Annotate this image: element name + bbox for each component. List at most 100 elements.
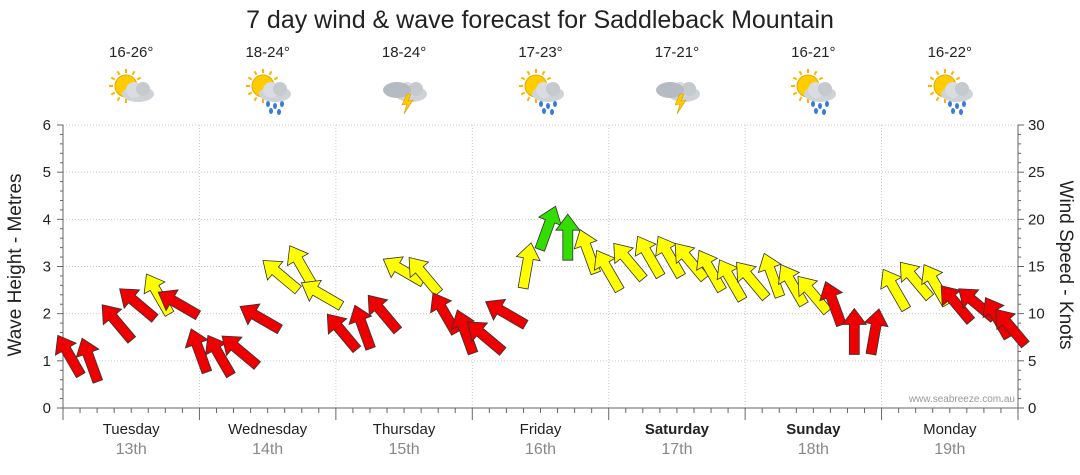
wind-arrow: [75, 337, 104, 384]
wind-arrow: [573, 229, 602, 276]
temperature-range: 16-26°: [109, 44, 154, 61]
temperature-range: 17-21°: [654, 44, 700, 61]
right-tick-label: 25: [1028, 164, 1045, 181]
wind-arrow-shape: [239, 303, 283, 335]
wind-arrow-shape: [819, 281, 847, 328]
showers-weather-icon: [514, 66, 568, 116]
day-date: 14th: [252, 441, 284, 458]
wind-arrow-shape: [674, 242, 710, 283]
wind-arrow-shape: [880, 268, 912, 313]
day-date: 15th: [388, 441, 420, 458]
wind-arrow: [408, 257, 444, 297]
wind-arrow: [880, 268, 912, 313]
wind-arrow: [54, 334, 86, 379]
day-date: 13th: [115, 441, 147, 458]
wind-arrow-shape: [75, 337, 104, 384]
left-tick-label: 6: [43, 117, 51, 134]
left-tick-label: 3: [43, 259, 51, 276]
wind-arrow: [348, 304, 376, 351]
wind-arrow-shape: [593, 249, 625, 294]
wind-arrow: [696, 249, 727, 294]
day-name: Tuesday: [102, 421, 160, 438]
day-axis-label: Tuesday 13th: [63, 421, 199, 459]
day-name: Friday: [519, 421, 562, 438]
storm-weather-icon: [377, 66, 431, 116]
day-name: Sunday: [786, 421, 841, 438]
wind-arrow: [613, 242, 648, 283]
wind-arrow-shape: [157, 289, 202, 321]
wind-arrow: [863, 308, 889, 356]
wind-arrow-shape: [736, 261, 771, 302]
right-tick-label: 15: [1028, 259, 1045, 276]
wind-arrow: [899, 261, 935, 302]
wind-arrow-shape: [634, 235, 666, 280]
wind-arrow-shape: [326, 313, 362, 354]
wind-arrow-shape: [797, 275, 832, 316]
wind-arrow-shape: [450, 309, 479, 356]
left-tick-label: 1: [43, 353, 51, 370]
wind-arrow-shape: [54, 334, 86, 379]
right-axis-label: Wind Speed - Knots: [1055, 181, 1076, 350]
wind-arrow: [485, 298, 529, 330]
showers-weather-icon: [241, 66, 295, 116]
temperature-range: 17-23°: [518, 44, 563, 61]
wind-arrow: [593, 249, 625, 294]
left-tick-label: 2: [43, 306, 51, 323]
temperature-range: 18-24°: [381, 44, 427, 61]
wind-arrow: [367, 294, 403, 335]
wind-arrow-shape: [995, 308, 1030, 349]
wind-arrow-shape: [841, 307, 868, 355]
wind-arrow: [326, 313, 362, 354]
day-axis-label: Friday 16th: [473, 421, 609, 459]
wind-arrow-shape: [573, 229, 602, 276]
wind-arrow: [515, 242, 541, 290]
storm-weather-icon: [650, 66, 704, 116]
wind-arrow-shape: [408, 257, 444, 297]
right-tick-label: 30: [1028, 117, 1045, 134]
left-tick-label: 4: [43, 211, 51, 228]
wind-arrow: [819, 281, 847, 328]
wind-arrow: [157, 289, 202, 321]
day-axis-label: Monday 19th: [882, 421, 1018, 459]
wind-arrow-shape: [467, 321, 507, 356]
showers-weather-icon: [923, 66, 977, 116]
wind-arrow-shape: [554, 213, 581, 261]
wind-arrow: [841, 307, 868, 355]
wind-arrow: [674, 242, 710, 283]
wind-arrow: [757, 252, 786, 299]
day-date: 17th: [661, 441, 693, 458]
wind-arrow-shape: [262, 260, 302, 295]
wind-arrow-shape: [348, 304, 376, 351]
wind-arrow: [221, 335, 262, 370]
wind-arrow: [467, 321, 507, 356]
wind-arrow: [995, 308, 1030, 349]
wind-arrow-shape: [778, 264, 809, 308]
wind-arrow-shape: [696, 249, 727, 294]
wind-arrow-shape: [184, 328, 213, 375]
day-axis-label: Thursday 15th: [336, 421, 472, 459]
right-tick-label: 5: [1028, 353, 1036, 370]
wind-arrow: [239, 303, 283, 335]
left-axis-label: Wave Height - Metres: [5, 173, 26, 356]
day-name: Thursday: [372, 421, 436, 438]
day-name: Wednesday: [228, 421, 308, 438]
day-date: 19th: [934, 441, 966, 458]
wind-arrow: [300, 279, 345, 311]
left-tick-label: 5: [43, 164, 51, 181]
wind-arrow: [797, 275, 832, 316]
day-date: 18th: [797, 441, 829, 458]
temperature-range: 16-22°: [927, 44, 972, 61]
wind-arrow-shape: [101, 304, 137, 344]
wind-arrow: [554, 213, 581, 261]
day-axis-label: Saturday 17th: [609, 421, 745, 459]
wind-arrow-shape: [757, 252, 786, 299]
left-tick-label: 0: [43, 400, 51, 417]
wind-arrow-shape: [515, 242, 541, 290]
wind-arrow-shape: [367, 294, 403, 335]
right-tick-label: 20: [1028, 211, 1045, 228]
day-axis-label: Wednesday 14th: [200, 421, 336, 459]
watermark: www.seabreeze.com.au: [908, 394, 1015, 405]
wind-arrow: [262, 260, 302, 295]
right-tick-label: 0: [1028, 400, 1036, 417]
